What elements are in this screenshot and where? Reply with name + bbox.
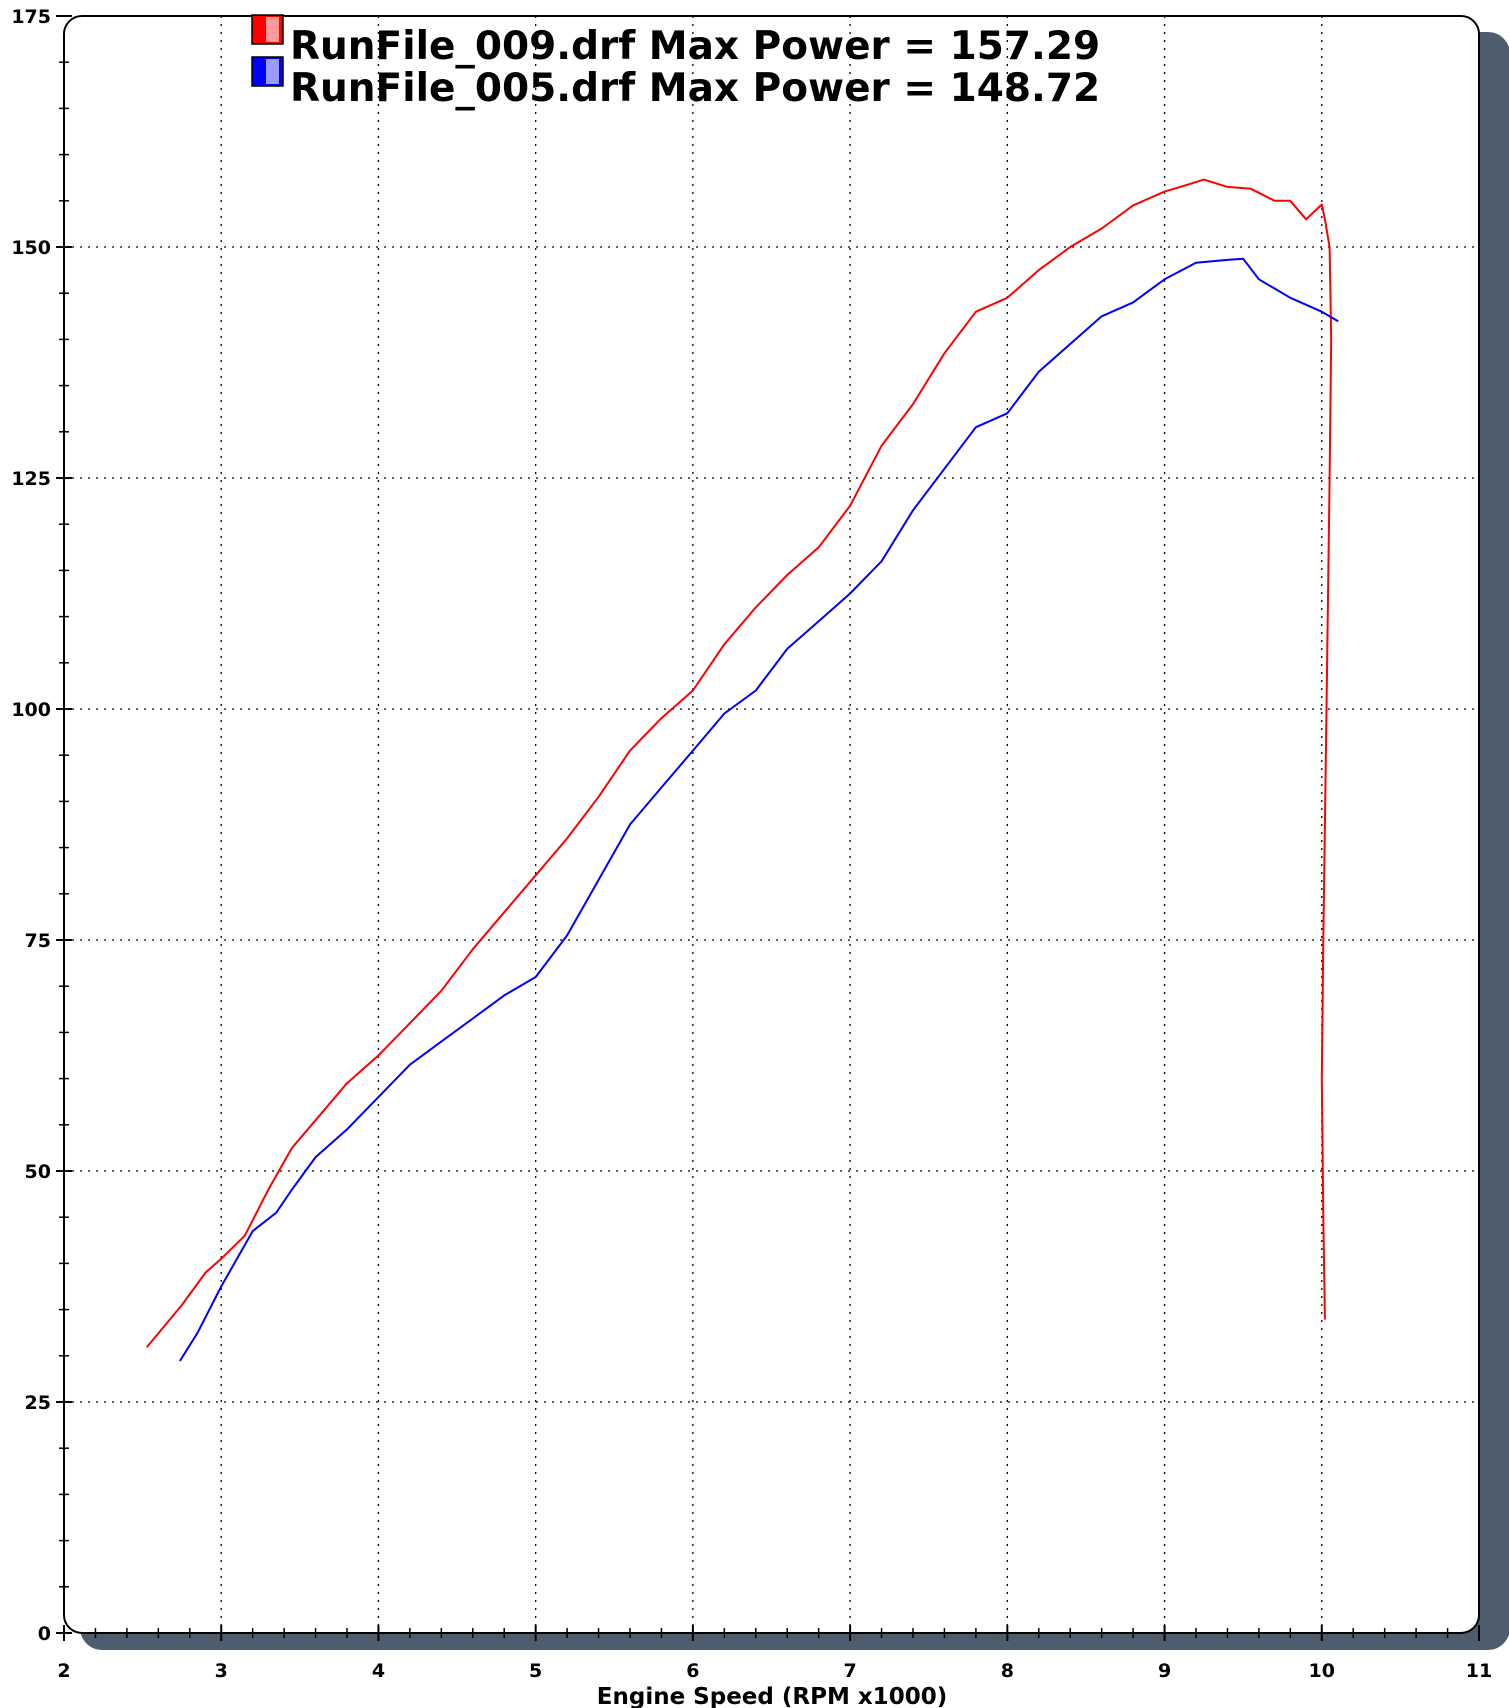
- x-axis-title: Engine Speed (RPM x1000): [597, 1684, 947, 1708]
- y-tick-label: 25: [25, 1392, 51, 1414]
- y-tick-labels: 0 25 50 75 100 125 150 175: [11, 6, 51, 1645]
- x-tick-label: 10: [1309, 1660, 1335, 1682]
- x-tick-label: 2: [57, 1660, 70, 1682]
- x-tick-label: 4: [372, 1660, 385, 1682]
- x-tick-label: 8: [1001, 1660, 1014, 1682]
- y-tick-label: 175: [11, 6, 51, 28]
- x-tick-label: 11: [1466, 1660, 1492, 1682]
- axis-ticks: [56, 15, 1480, 1641]
- x-tick-label: 9: [1158, 1660, 1171, 1682]
- x-tick-label: 5: [529, 1660, 542, 1682]
- legend: RunFile_009.drf Max Power = 157.29 RunFi…: [251, 14, 1100, 111]
- y-tick-label: 0: [38, 1623, 51, 1645]
- series-line-1: [146, 178, 1333, 1348]
- series-line-2: [179, 257, 1339, 1362]
- x-tick-labels: 2 3 4 5 6 7 8 9 10 11: [57, 1660, 1492, 1682]
- y-tick-label: 150: [11, 237, 51, 259]
- x-tick-label: 6: [686, 1660, 699, 1682]
- x-tick-label: 3: [215, 1660, 228, 1682]
- y-tick-label: 100: [11, 699, 51, 721]
- grid: [64, 16, 1479, 1633]
- legend-swatch-2-highlight: [266, 59, 279, 84]
- y-tick-label: 75: [25, 930, 51, 952]
- legend-label-1: RunFile_009.drf Max Power = 157.29: [290, 24, 1100, 69]
- x-tick-label: 7: [843, 1660, 856, 1682]
- plot-area: [63, 15, 1480, 1634]
- legend-label-2: RunFile_005.drf Max Power = 148.72: [290, 66, 1100, 111]
- series-layer: [146, 178, 1339, 1362]
- y-tick-label: 50: [25, 1161, 51, 1183]
- y-tick-label: 125: [11, 468, 51, 490]
- legend-swatch-1-highlight: [266, 17, 279, 42]
